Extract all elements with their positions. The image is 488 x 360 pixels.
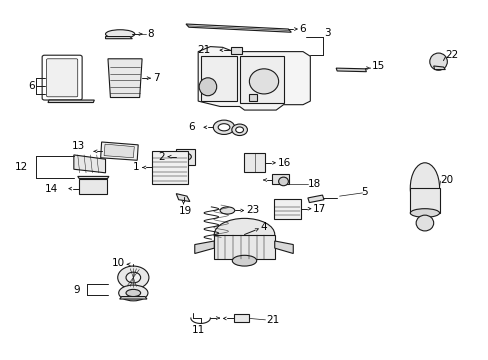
Bar [239, 56, 283, 103]
Ellipse shape [179, 153, 191, 160]
Polygon shape [78, 176, 109, 179]
Text: 23: 23 [245, 206, 259, 216]
Polygon shape [74, 155, 105, 173]
Text: 22: 22 [445, 50, 458, 60]
Text: 6: 6 [188, 122, 194, 132]
Text: 10: 10 [112, 258, 125, 268]
Ellipse shape [409, 163, 439, 213]
Text: 6: 6 [299, 24, 305, 34]
Text: 11: 11 [192, 325, 205, 335]
Ellipse shape [118, 266, 149, 289]
Polygon shape [105, 37, 132, 39]
Text: 21: 21 [266, 315, 279, 325]
Polygon shape [307, 195, 324, 203]
Ellipse shape [218, 124, 229, 131]
Ellipse shape [231, 124, 247, 135]
Polygon shape [274, 241, 293, 253]
Polygon shape [433, 66, 445, 69]
FancyBboxPatch shape [46, 59, 78, 97]
Ellipse shape [232, 255, 256, 266]
Bar [244, 153, 264, 172]
Polygon shape [176, 194, 189, 202]
Polygon shape [120, 297, 147, 299]
Ellipse shape [409, 209, 439, 217]
Bar [79, 179, 107, 194]
Ellipse shape [220, 207, 234, 214]
Ellipse shape [429, 53, 447, 70]
Text: 6: 6 [28, 81, 35, 91]
Bar [233, 315, 249, 322]
Ellipse shape [199, 78, 216, 96]
Polygon shape [48, 100, 94, 103]
Polygon shape [335, 68, 366, 72]
Ellipse shape [214, 219, 274, 251]
Ellipse shape [126, 272, 141, 283]
Bar [176, 149, 194, 165]
Text: 1: 1 [132, 162, 139, 172]
Text: 8: 8 [147, 29, 153, 39]
Text: 17: 17 [313, 204, 326, 214]
Ellipse shape [249, 69, 278, 94]
Bar [273, 199, 300, 219]
Text: 14: 14 [45, 184, 58, 194]
Bar [230, 47, 241, 54]
FancyBboxPatch shape [42, 55, 82, 100]
Text: 3: 3 [324, 28, 330, 38]
Bar [200, 56, 237, 101]
Text: 7: 7 [153, 73, 159, 83]
Polygon shape [194, 241, 214, 253]
Text: 19: 19 [178, 206, 191, 216]
Text: 4: 4 [260, 222, 266, 232]
Ellipse shape [126, 289, 141, 297]
Text: 15: 15 [371, 61, 385, 71]
Text: 12: 12 [15, 162, 28, 172]
Polygon shape [101, 142, 138, 160]
Text: 5: 5 [361, 187, 367, 197]
Ellipse shape [119, 285, 148, 301]
Bar [214, 234, 274, 259]
Text: 18: 18 [307, 179, 321, 189]
Polygon shape [108, 59, 142, 98]
Text: 2: 2 [158, 152, 164, 162]
Bar [249, 94, 256, 101]
Ellipse shape [278, 177, 288, 186]
Bar [271, 174, 288, 184]
Polygon shape [185, 24, 291, 32]
Text: 13: 13 [72, 141, 85, 151]
Polygon shape [198, 46, 310, 110]
Ellipse shape [105, 30, 135, 39]
Bar [152, 151, 188, 184]
Text: 9: 9 [73, 285, 80, 295]
Polygon shape [104, 144, 134, 158]
Text: 16: 16 [277, 158, 290, 168]
Text: 20: 20 [440, 175, 453, 185]
Ellipse shape [213, 120, 234, 134]
Ellipse shape [415, 215, 433, 231]
Ellipse shape [235, 127, 243, 133]
Text: 21: 21 [197, 45, 210, 55]
Bar [409, 188, 439, 213]
